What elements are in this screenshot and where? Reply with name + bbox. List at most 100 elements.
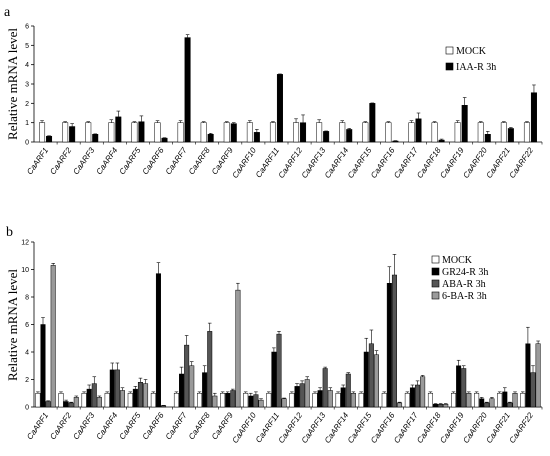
y-tick-label: 0 (25, 405, 29, 412)
bar (507, 402, 513, 408)
y-tick-label: 1 (25, 120, 29, 127)
bar (177, 122, 184, 143)
bar (385, 122, 392, 143)
bar (363, 351, 369, 408)
bar (69, 126, 76, 143)
bar (150, 393, 156, 408)
bar (230, 123, 237, 143)
y-tick-label: 8 (25, 295, 29, 302)
bar (316, 122, 323, 143)
y-tick-label: 6 (25, 24, 29, 31)
category-label: CaARF1 (25, 146, 50, 176)
category-label: CaARF4 (94, 146, 119, 177)
bar (427, 393, 433, 408)
bar (477, 122, 484, 143)
bar (327, 390, 333, 408)
bar (281, 398, 287, 408)
bar (235, 289, 241, 408)
y-axis-label: Relative mRNA level (5, 28, 20, 140)
bar (243, 393, 249, 408)
category-label: CaARF3 (71, 411, 96, 442)
category-label: CaARF6 (141, 146, 166, 177)
bar (507, 128, 514, 143)
legend-swatch (431, 267, 440, 276)
bar (420, 376, 426, 408)
bar (73, 397, 79, 408)
bar (161, 137, 168, 143)
legend-swatch (445, 62, 454, 71)
bar (109, 369, 115, 408)
bar (340, 387, 346, 408)
bar (119, 390, 125, 408)
bar (512, 393, 518, 408)
bar (155, 273, 161, 408)
bar (197, 393, 203, 408)
bar (184, 344, 190, 408)
bar (484, 134, 491, 143)
bar (202, 372, 208, 408)
bar (525, 343, 531, 408)
bar (253, 394, 259, 408)
category-label: CaARF5 (118, 146, 143, 177)
bar (293, 122, 300, 143)
category-label: CaARF22 (508, 411, 536, 445)
bar (474, 393, 480, 408)
bar (404, 393, 410, 408)
bar (456, 365, 462, 408)
bar (184, 37, 191, 143)
y-tick-label: 6 (25, 322, 29, 329)
category-label: CaARF3 (71, 146, 96, 177)
bar (489, 398, 495, 408)
bar (207, 134, 214, 143)
bar (40, 324, 46, 408)
bar (276, 333, 282, 408)
bar (335, 393, 341, 408)
bar (108, 122, 115, 143)
bar (323, 131, 330, 143)
bar (438, 139, 445, 143)
bar (143, 383, 149, 408)
bar (415, 384, 421, 408)
bar (368, 343, 374, 408)
bar (253, 132, 260, 143)
bar (369, 103, 376, 143)
bar (137, 382, 143, 408)
bar (189, 365, 195, 408)
bar (266, 393, 272, 408)
bar (381, 393, 387, 408)
bar (479, 398, 485, 408)
bar (392, 140, 399, 143)
bar (68, 402, 74, 408)
category-label: CaARF6 (141, 411, 166, 442)
bar (502, 391, 508, 408)
bar (225, 393, 231, 408)
y-tick-label: 4 (25, 62, 29, 69)
bar (409, 387, 415, 408)
bar (530, 372, 536, 408)
bar (161, 405, 167, 408)
bar (451, 393, 457, 408)
category-label: CaARF4 (94, 411, 119, 442)
bar (520, 393, 526, 408)
bar (248, 395, 254, 408)
legend-swatch (431, 255, 440, 264)
bar (230, 390, 236, 408)
bar (50, 265, 56, 408)
category-label: CaARF2 (48, 146, 73, 177)
bar (466, 393, 472, 408)
category-label: CaARF2 (48, 411, 73, 442)
bar (223, 122, 230, 143)
legend-label: MOCK (456, 46, 487, 57)
bar (138, 121, 145, 143)
bar (415, 118, 422, 143)
bar (350, 393, 356, 408)
bar (85, 122, 92, 143)
bar (271, 351, 277, 408)
bar (207, 331, 213, 408)
bar (530, 92, 537, 143)
y-tick-label: 3 (25, 82, 29, 89)
bar (45, 401, 51, 408)
legend-label: IAA-R 3h (456, 62, 496, 73)
